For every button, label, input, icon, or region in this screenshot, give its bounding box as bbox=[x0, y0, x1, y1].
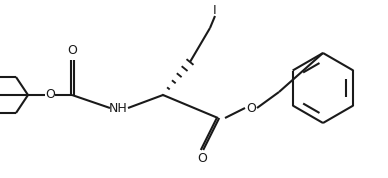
Text: O: O bbox=[45, 88, 55, 101]
Text: I: I bbox=[213, 4, 217, 17]
Text: O: O bbox=[197, 153, 207, 166]
Text: O: O bbox=[246, 101, 256, 114]
Text: NH: NH bbox=[109, 101, 127, 114]
Text: O: O bbox=[67, 44, 77, 57]
